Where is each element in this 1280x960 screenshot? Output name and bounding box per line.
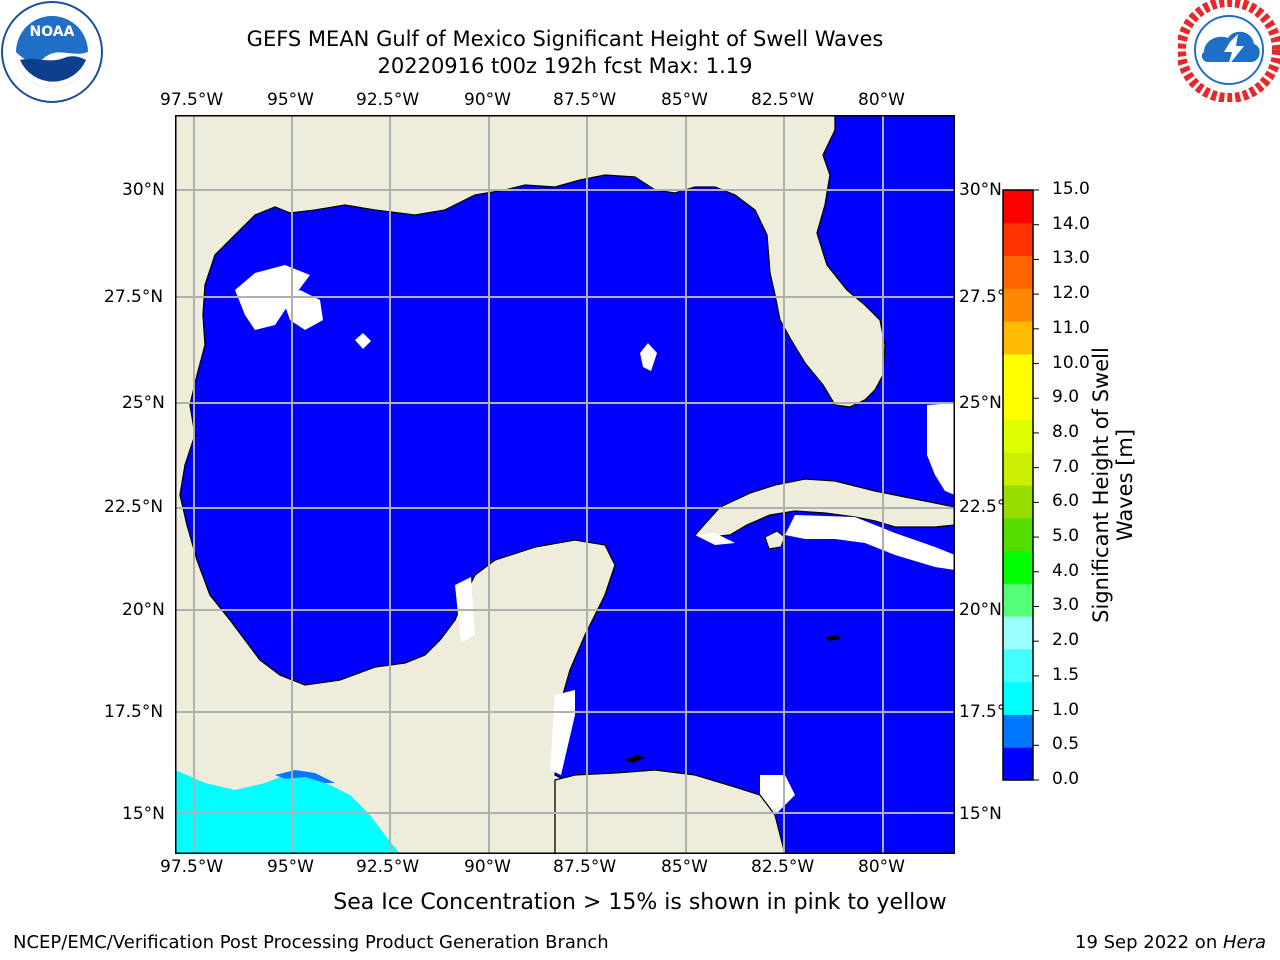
colorbar-title: Significant Height of Swell Waves [m] <box>1089 347 1137 623</box>
colorbar-segment <box>1003 353 1033 388</box>
lon-label-top: 87.5°W <box>553 90 617 110</box>
lat-label-right: 25°N <box>959 393 1002 413</box>
footer-credit: NCEP/EMC/Verification Post Processing Pr… <box>13 932 609 953</box>
colorbar-segment <box>1003 419 1033 453</box>
sea-ice-note: Sea Ice Concentration > 15% is shown in … <box>333 890 947 915</box>
colorbar-tick-label: 13.0 <box>1052 248 1090 269</box>
colorbar-tick-label: 0.0 <box>1052 769 1080 789</box>
colorbar-tick-label: 15.0 <box>1052 179 1090 199</box>
colorbar-segment <box>1003 386 1033 420</box>
colorbar-segment <box>1003 190 1033 224</box>
colorbar-segment <box>1003 583 1033 617</box>
lon-label-bottom: 90°W <box>464 857 511 877</box>
gridlines <box>175 115 955 854</box>
lon-label-top: 90°W <box>464 90 511 110</box>
footer-machine: Hera <box>1222 932 1266 953</box>
colorbar-tick-label: 8.0 <box>1052 421 1080 442</box>
colorbar-tick-label: 10.0 <box>1052 352 1090 373</box>
colorbar-segment <box>1003 714 1033 748</box>
colorbar-tick-label: 4.0 <box>1052 560 1080 581</box>
lon-label-bottom: 95°W <box>267 857 314 877</box>
colorbar-segment <box>1003 517 1033 552</box>
colorbar-tick-label: 3.0 <box>1052 595 1080 616</box>
colorbar-segment <box>1003 747 1033 781</box>
noaa-logo-text: NOAA <box>30 24 75 40</box>
colorbar-tick-label: 1.0 <box>1052 699 1080 720</box>
colorbar-segment <box>1003 321 1033 355</box>
colorbar-tick-label: 14.0 <box>1052 213 1090 234</box>
nws-logo <box>1178 0 1280 102</box>
colorbar-segment <box>1003 288 1033 322</box>
lat-label-left: 25°N <box>122 393 165 413</box>
colorbar-segment <box>1003 222 1033 257</box>
lat-label-right: 20°N <box>959 600 1002 620</box>
lon-label-bottom: 92.5°W <box>356 857 420 877</box>
lat-label-left: 15°N <box>122 804 165 824</box>
nodata-patch-3 <box>640 343 657 371</box>
lat-label-left: 20°N <box>122 600 165 620</box>
lat-label-left: 17.5°N <box>104 702 164 722</box>
chart-subtitle: 20220916 t00z 192h fcst Max: 1.19 <box>377 54 753 78</box>
colorbar-tick-label: 0.5 <box>1052 734 1080 755</box>
land-mainland <box>175 115 886 854</box>
colorbar-tick-label: 9.0 <box>1052 387 1080 408</box>
lat-label-left: 30°N <box>122 180 165 200</box>
colorbar-segment <box>1003 485 1033 519</box>
colorbar-tick-label: 12.0 <box>1052 283 1090 304</box>
colorbar-tick-label: 6.0 <box>1052 491 1080 512</box>
bahamas-nodata <box>927 403 955 495</box>
colorbar-tick-label: 11.0 <box>1052 317 1090 338</box>
nodata-cuba-west <box>695 533 735 545</box>
lon-label-bottom: 82.5°W <box>751 857 815 877</box>
chart-title: GEFS MEAN Gulf of Mexico Significant Hei… <box>246 27 884 51</box>
map-frame <box>175 115 955 854</box>
lat-label-right: 30°N <box>959 180 1002 200</box>
colorbar-frame <box>1002 189 1034 781</box>
colorbar-segment <box>1003 616 1033 650</box>
lat-label-right: 15°N <box>959 804 1002 824</box>
lon-label-top: 97.5°W <box>160 90 224 110</box>
colorbar-segment <box>1003 452 1033 486</box>
lon-label-top: 85°W <box>661 90 708 110</box>
colorbar-tick-label: 7.0 <box>1052 456 1080 477</box>
colorbar-segment <box>1003 255 1033 289</box>
lon-label-top: 82.5°W <box>751 90 815 110</box>
lon-label-bottom: 87.5°W <box>553 857 617 877</box>
lon-label-bottom: 97.5°W <box>160 857 224 877</box>
lon-label-top: 95°W <box>267 90 314 110</box>
lat-label-left: 22.5°N <box>104 497 164 517</box>
colorbar <box>1002 189 1039 781</box>
colorbar-segment <box>1003 648 1033 683</box>
island-bay-islands <box>625 755 645 763</box>
swell-region-blue-band <box>275 770 335 783</box>
lat-label-left: 27.5°N <box>104 287 164 307</box>
lon-label-bottom: 80°W <box>858 857 905 877</box>
noaa-logo: NOAA <box>1 1 103 103</box>
colorbar-tick-label: 2.0 <box>1052 630 1080 651</box>
lon-label-bottom: 85°W <box>661 857 708 877</box>
lon-label-top: 80°W <box>858 90 905 110</box>
map-panel <box>175 115 955 854</box>
colorbar-tick-label: 1.5 <box>1052 664 1080 685</box>
colorbar-segment <box>1003 550 1033 584</box>
nodata-patch-2 <box>355 333 371 349</box>
colorbar-segment <box>1003 681 1033 715</box>
footer-date: 19 Sep 2022 on Hera <box>1075 932 1266 953</box>
lon-label-top: 92.5°W <box>356 90 420 110</box>
footer-date-text: 19 Sep 2022 on <box>1075 932 1223 953</box>
island-cayman <box>825 635 841 641</box>
nodata-cuba-south <box>785 515 955 570</box>
colorbar-tick-label: 5.0 <box>1052 526 1080 547</box>
